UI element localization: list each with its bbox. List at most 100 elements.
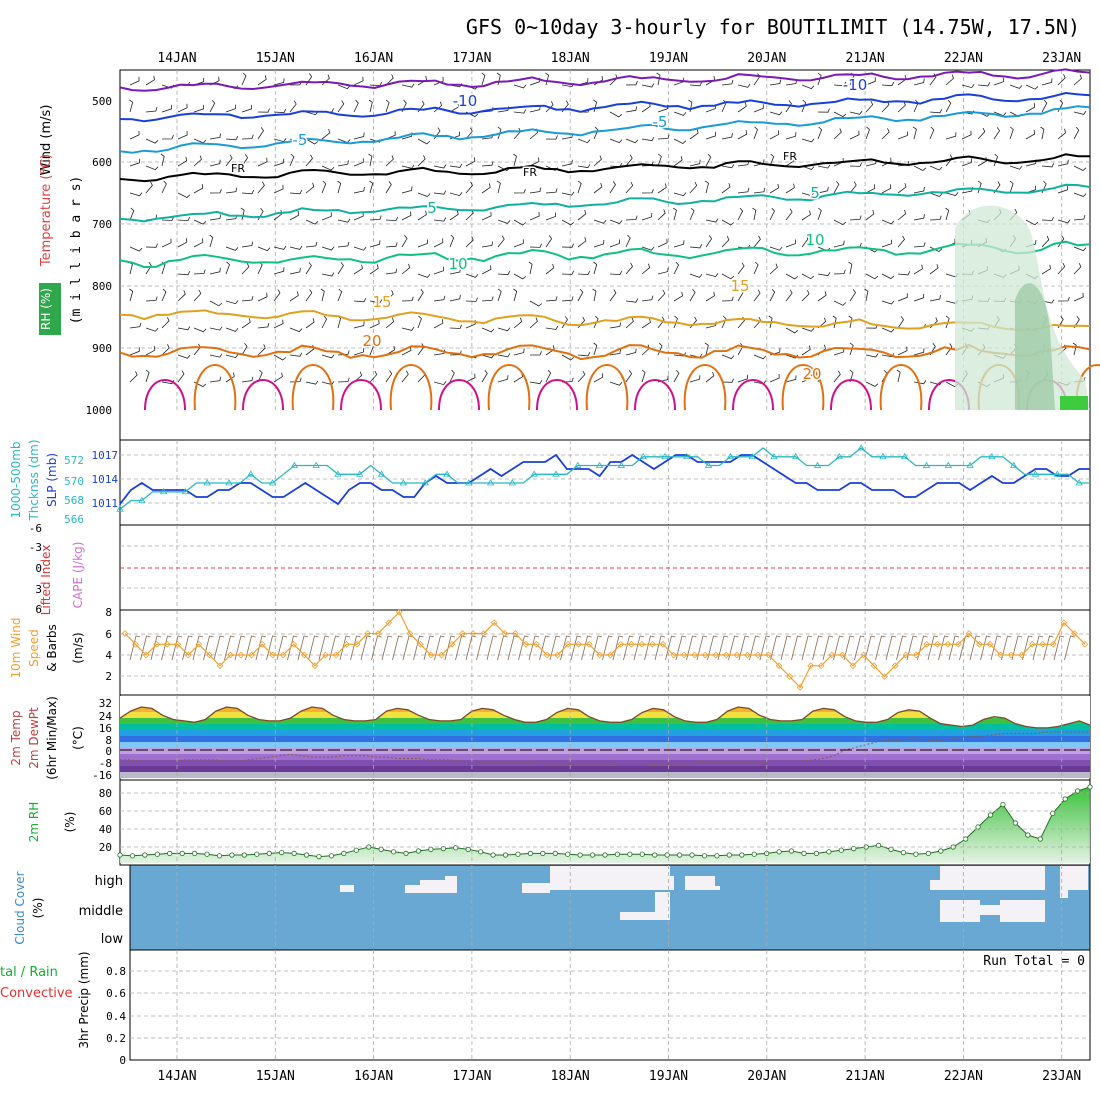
upper-barb: [513, 239, 524, 248]
wind-barb: [297, 635, 309, 661]
rh-point: [254, 851, 260, 857]
rh-point: [1050, 810, 1056, 817]
thickness-point: [116, 505, 124, 512]
wind-barb: [843, 635, 855, 661]
upper-barb: [1057, 74, 1066, 86]
wind-barb: [381, 635, 393, 661]
upper-barb: [913, 348, 925, 356]
bottom-date-7: 21JAN: [846, 1069, 885, 1084]
wind-barb: [980, 635, 991, 661]
wind-barb: [948, 635, 960, 661]
upper-barb: [529, 380, 543, 385]
upper-barb: [753, 261, 759, 275]
temp-mask: [120, 696, 1090, 728]
upper-barb: [641, 83, 655, 88]
upper-barb: [625, 138, 639, 144]
upper-barb: [897, 101, 906, 113]
contour-label-13: 20: [362, 332, 381, 350]
rh-point: [838, 847, 844, 853]
rh-point: [353, 847, 359, 853]
rh-point: [714, 853, 720, 859]
wind-barb: [276, 635, 288, 661]
upper-barb: [449, 102, 460, 113]
upper-barb: [817, 207, 822, 221]
upper-barb: [577, 288, 584, 302]
upper-barb: [849, 110, 863, 115]
upper-barb: [657, 316, 665, 329]
upper-barb: [689, 181, 698, 194]
wind-barb: [801, 635, 813, 661]
contour-plus25-bump: [487, 364, 531, 411]
wind-barb: [707, 635, 718, 661]
wind-speed-point: [174, 640, 182, 648]
wind-barb: [423, 635, 435, 661]
upper-barb: [545, 188, 558, 194]
contour-plus25-bump: [291, 364, 335, 411]
upper-barb: [881, 353, 895, 358]
upper-barb: [849, 130, 860, 140]
upper-barb: [929, 246, 943, 252]
rh-point: [826, 849, 832, 855]
upper-barb: [401, 346, 412, 356]
thickness-point: [683, 452, 691, 460]
wind-barb: [329, 635, 340, 661]
upper-barb: [177, 354, 191, 359]
upper-barb: [561, 270, 574, 275]
contour-label-8: 5: [810, 184, 820, 202]
dewpoint-line: [120, 731, 1090, 766]
rh-point: [266, 850, 272, 857]
bottom-date-8: 22JAN: [944, 1069, 983, 1084]
wind-speed-point: [765, 651, 772, 659]
rh-point: [415, 848, 422, 854]
contour-plus5: [119, 183, 1091, 223]
upper-barb: [769, 153, 775, 167]
contour-plus30-bump: [438, 379, 480, 411]
slp-tick-1: 1014: [92, 473, 119, 486]
wind-speed-point: [322, 651, 329, 659]
upper-barb: [129, 207, 135, 221]
wind-speed-point: [206, 651, 213, 659]
upper-barb: [241, 318, 251, 329]
wind-barb: [161, 635, 172, 661]
upper-barb: [177, 156, 188, 167]
thickness-point: [181, 487, 190, 495]
upper-barb: [145, 106, 158, 113]
cloud-block: [660, 876, 674, 890]
upper-barb: [753, 126, 758, 140]
upper-barb: [625, 370, 633, 383]
upper-barb: [225, 354, 239, 359]
upper-barb: [289, 377, 302, 383]
upper-barb: [913, 165, 927, 171]
upper-barb: [881, 128, 890, 140]
thickness-point: [1031, 470, 1040, 477]
upper-barb: [528, 261, 533, 275]
upper-barb: [609, 239, 620, 248]
upper-barb: [321, 128, 331, 140]
wind-speed-line: [124, 610, 1086, 689]
rh-point: [428, 846, 434, 853]
upper-barb: [768, 315, 773, 329]
wind-barb: [644, 635, 655, 661]
upper-barb: [945, 343, 953, 356]
upper-barb: [465, 273, 479, 278]
upper-barb: [209, 214, 222, 221]
upper-barb: [817, 291, 827, 302]
temp-tick-1: 24: [99, 710, 113, 723]
thickness-point: [377, 470, 386, 477]
upper-barb: [513, 273, 527, 280]
contour-plus10: [119, 240, 1091, 269]
upper-barb: [592, 288, 597, 302]
wind-speed-point: [427, 651, 435, 659]
upper-barb: [289, 291, 299, 302]
wind-barb: [528, 635, 540, 661]
top-date-axis: 14JAN 15JAN 16JAN 17JAN 18JAN 19JAN 20JAN 21JAN…: [157, 51, 1081, 66]
rh-point: [1012, 820, 1018, 826]
thickness-tick-0: 572: [64, 454, 84, 467]
top-date-3: 17JAN: [452, 51, 491, 66]
rh-point: [154, 851, 160, 857]
upper-barb: [193, 219, 207, 225]
upper-barb: [481, 327, 495, 333]
upper-barb: [145, 165, 159, 171]
rh-point: [403, 850, 409, 857]
upper-barb: [209, 99, 216, 113]
